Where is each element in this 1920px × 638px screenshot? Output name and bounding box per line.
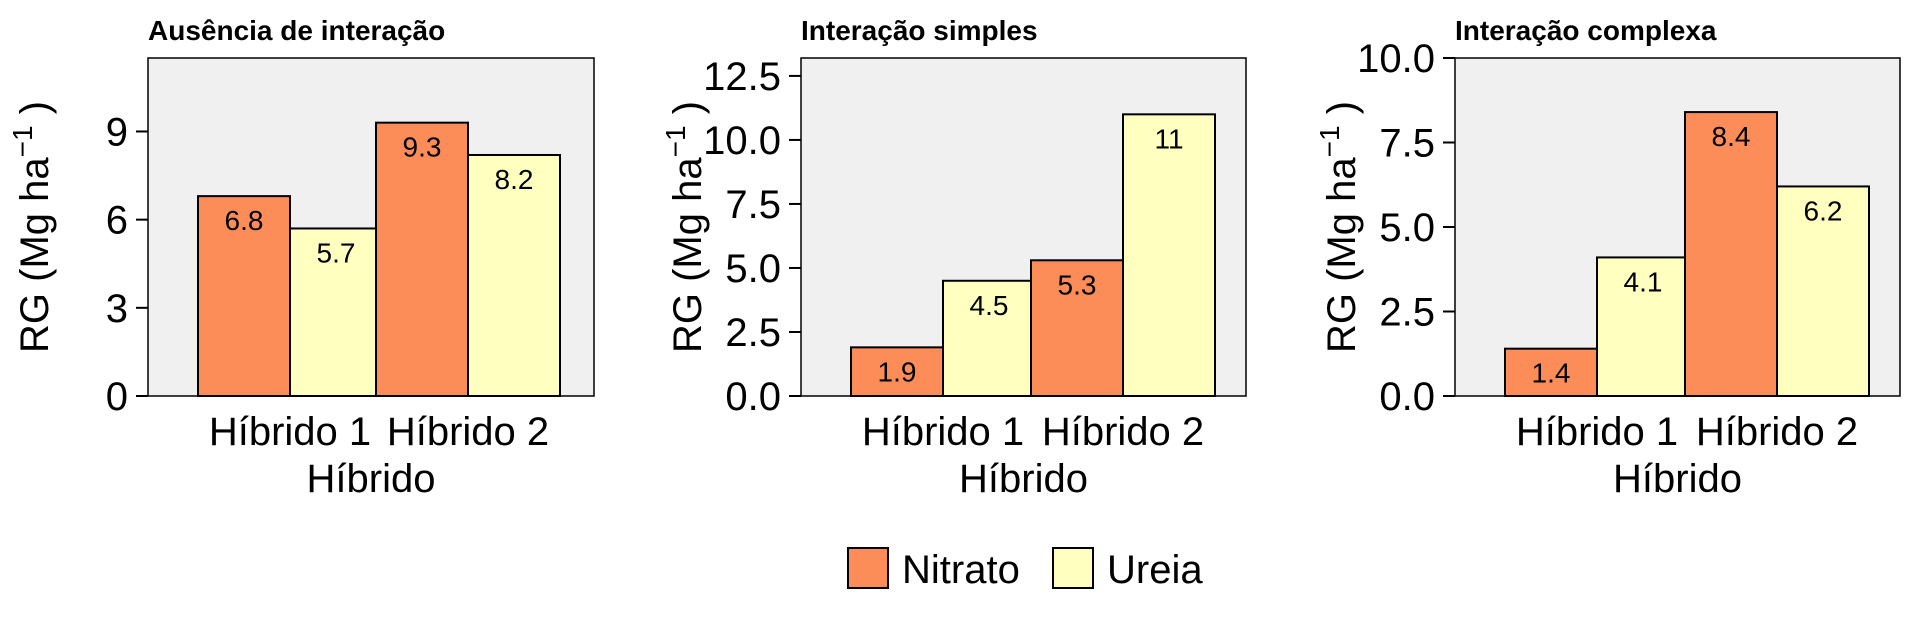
y-tick-label: 10.0 <box>703 119 781 163</box>
bar-nitrato <box>1684 111 1778 398</box>
bar-value-label: 11 <box>1154 123 1183 154</box>
x-tick-label: Híbrido 1 <box>209 410 371 454</box>
y-tick-label: 6 <box>106 199 128 243</box>
y-axis-title-text: RG (Mg ha <box>666 157 710 353</box>
legend-label-nitrato: Nitrato <box>902 548 1020 592</box>
bar-ureia <box>1122 113 1216 397</box>
bar-ureia <box>467 153 561 397</box>
bar-value-label: 8.4 <box>1712 121 1751 152</box>
y-axis-title-text: RG (Mg ha <box>1320 157 1364 353</box>
bar-value-label: 1.9 <box>878 356 917 387</box>
bar-value-label: 8.2 <box>495 164 534 195</box>
bar-value-label: 6.8 <box>225 205 264 236</box>
y-axis-title-close: ) <box>13 101 57 125</box>
x-tick-label: Híbrido 1 <box>1516 410 1678 454</box>
legend-swatch-nitrato <box>847 547 889 589</box>
bar-ureia <box>289 227 383 397</box>
bar-nitrato <box>197 195 291 397</box>
x-axis-title: Híbrido <box>307 457 436 501</box>
y-axis-title: RG (Mg ha−1 ) <box>1314 101 1364 353</box>
y-tick-label: 5.0 <box>1379 206 1435 250</box>
x-tick-label: Híbrido 2 <box>387 410 549 454</box>
y-tick-label: 5.0 <box>725 247 781 291</box>
chart-title: Ausência de interação <box>148 15 445 46</box>
bar-value-label: 4.5 <box>970 290 1009 321</box>
y-axis-title-text: RG (Mg ha <box>13 157 57 353</box>
y-tick-label: 12.5 <box>703 55 781 99</box>
bar-ureia <box>1596 256 1690 398</box>
y-axis-title-superscript: −1 <box>1314 125 1345 157</box>
chart-panel-2: Interação simples0.02.55.07.510.012.5RG … <box>660 15 1247 501</box>
y-tick-label: 3 <box>106 287 128 331</box>
y-tick-label: 7.5 <box>725 183 781 227</box>
y-axis-title: RG (Mg ha−1 ) <box>660 101 710 353</box>
y-axis-title-superscript: −1 <box>7 125 38 157</box>
bar-value-label: 1.4 <box>1532 358 1571 389</box>
x-axis-title: Híbrido <box>959 457 1088 501</box>
y-tick-label: 0.0 <box>725 375 781 419</box>
bar-nitrato <box>850 346 944 397</box>
y-axis-title-close: ) <box>1320 101 1364 125</box>
chart-title: Interação complexa <box>1455 15 1717 46</box>
x-tick-label: Híbrido 2 <box>1696 410 1858 454</box>
y-axis-title-close: ) <box>666 101 710 125</box>
x-axis-title: Híbrido <box>1613 457 1742 501</box>
bar-nitrato <box>375 121 469 398</box>
legend: Nitrato Ureia <box>847 547 1203 592</box>
bar-nitrato <box>1504 347 1598 397</box>
x-tick-label: Híbrido 1 <box>862 410 1024 454</box>
chart-panel-1: Ausência de interação 0 3 6 9 RG (Mg ha−1 ) 6.… <box>7 15 595 501</box>
bar-value-label: 9.3 <box>403 132 442 163</box>
legend-label-ureia: Ureia <box>1107 548 1203 592</box>
bar-nitrato <box>1030 259 1124 397</box>
bar-value-label: 5.3 <box>1058 269 1097 300</box>
bar-ureia <box>942 279 1036 398</box>
bar-value-label: 5.7 <box>317 237 356 268</box>
bar-value-label: 4.1 <box>1624 266 1663 297</box>
y-tick-label: 0.0 <box>1379 375 1435 419</box>
bar-ureia <box>1776 185 1870 397</box>
y-tick-label: 2.5 <box>1379 291 1435 335</box>
y-tick-label: 0 <box>106 375 128 419</box>
chart-panel-3: Interação complexa 0.0 2.5 5.0 7.5 10.0 RG (Mg… <box>1314 15 1901 501</box>
y-tick-label: 10.0 <box>1357 37 1435 81</box>
chart-title: Interação simples <box>801 15 1038 46</box>
y-tick-label: 7.5 <box>1379 122 1435 166</box>
y-tick-label: 9 <box>106 110 128 154</box>
bar-value-label: 6.2 <box>1804 195 1843 226</box>
x-tick-label: Híbrido 2 <box>1042 410 1204 454</box>
y-tick-label: 2.5 <box>725 311 781 355</box>
legend-swatch-ureia <box>1052 547 1094 589</box>
y-axis-title: RG (Mg ha−1 ) <box>7 101 57 353</box>
y-axis-title-superscript: −1 <box>660 125 691 157</box>
